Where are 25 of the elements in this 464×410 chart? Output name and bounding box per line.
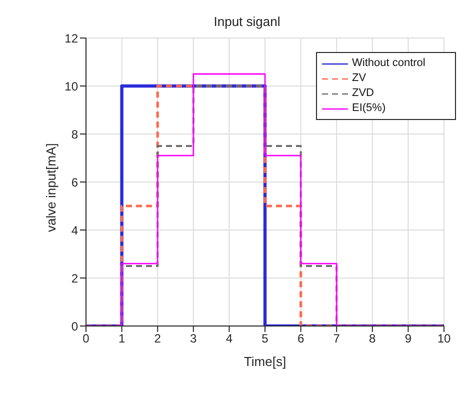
x-tick-label: 3 (190, 332, 198, 346)
y-tick-label: 6 (71, 175, 78, 190)
x-tick-label: 5 (262, 332, 269, 346)
y-axis-title: valve input[mA] (44, 143, 59, 232)
x-tick-label: 9 (404, 332, 412, 346)
x-tick-label: 4 (226, 332, 233, 346)
legend-label: ZV (352, 71, 366, 86)
x-tick-label: 7 (333, 332, 340, 346)
x-tick-label: 8 (369, 332, 376, 346)
y-tick-label: 4 (71, 223, 78, 238)
y-tick-label: 8 (71, 127, 78, 142)
y-tick-label: 2 (71, 271, 78, 286)
legend-label: Without control (352, 56, 426, 71)
x-tick-label: 0 (82, 332, 90, 346)
x-tick-label: 10 (437, 332, 451, 346)
x-axis-title: Time[s] (244, 354, 286, 369)
legend-label: EI(5%) (352, 101, 386, 116)
legend-label: ZVD (352, 86, 374, 101)
y-tick-label: 12 (64, 31, 78, 46)
x-tick-label: 2 (154, 332, 162, 346)
x-tick-label: 6 (297, 332, 304, 346)
chart-title: Input siganl (214, 14, 280, 29)
y-tick-label: 10 (64, 79, 78, 94)
x-tick-label: 1 (118, 332, 126, 346)
y-tick-label: 0 (71, 319, 78, 334)
